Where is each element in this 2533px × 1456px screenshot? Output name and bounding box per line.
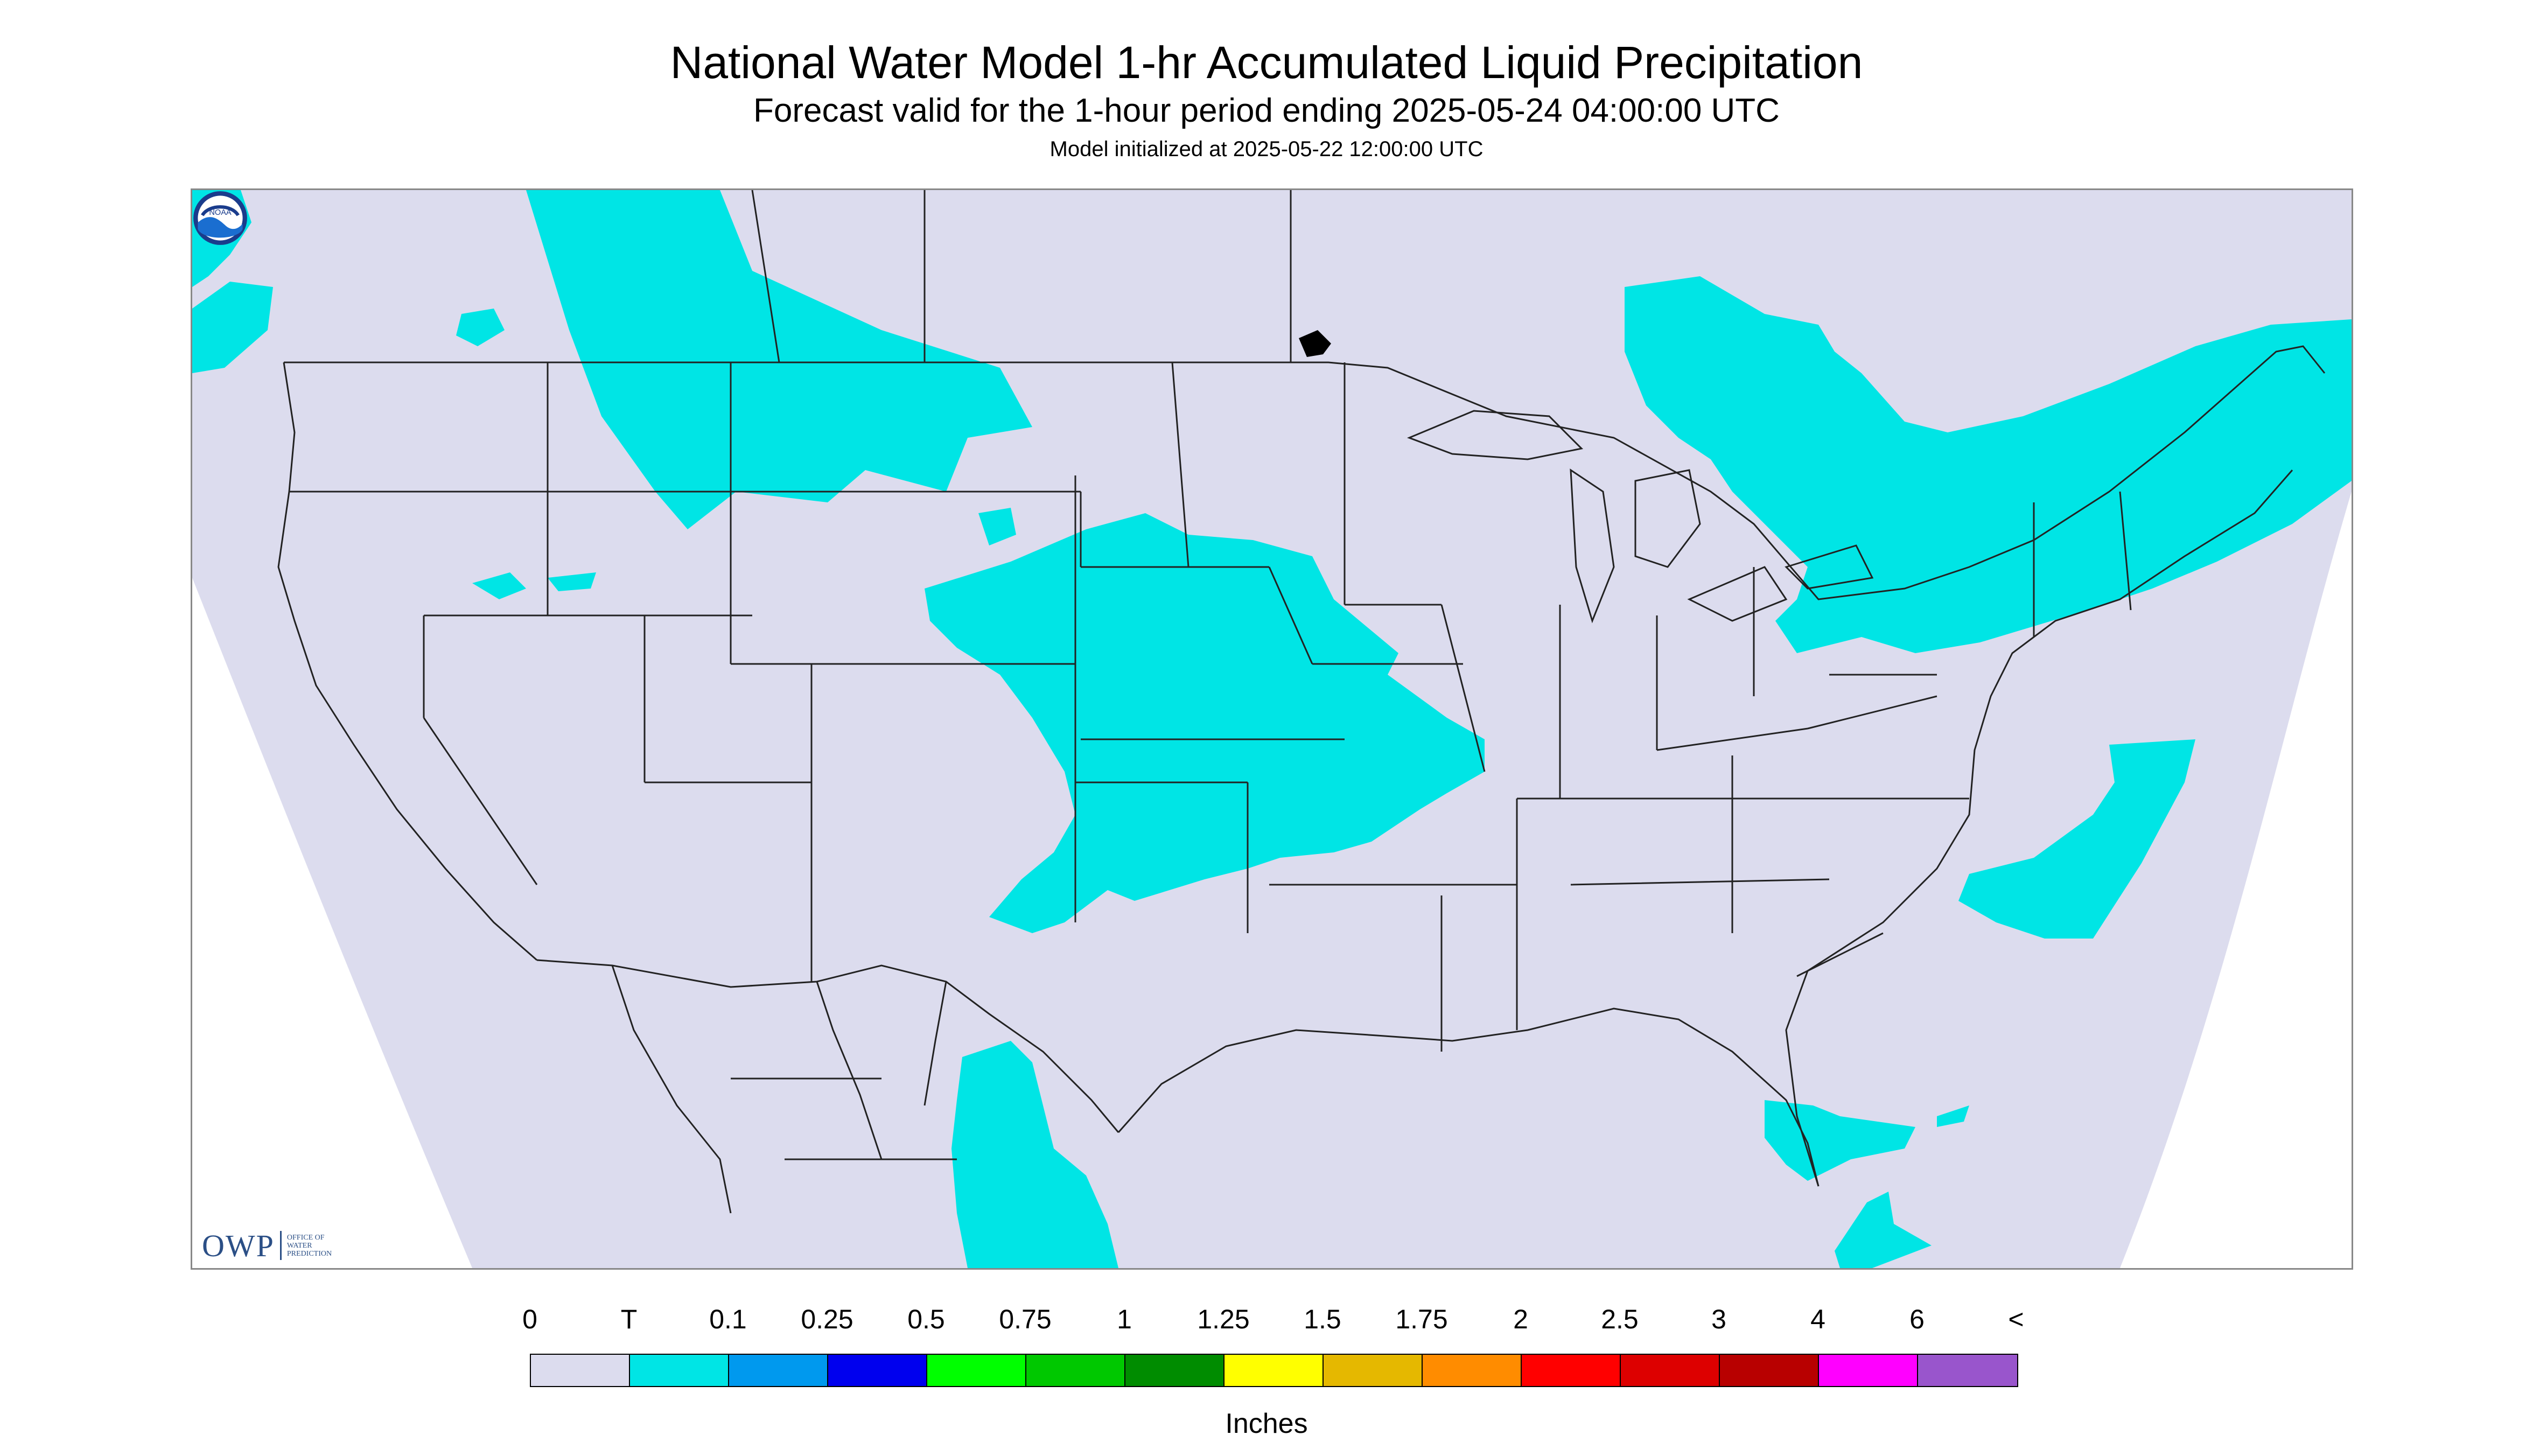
- precip-ontario-dots: [978, 508, 1016, 545]
- model-init-text: Model initialized at 2025-05-22 12:00:00…: [1049, 137, 1484, 161]
- colorbar-swatch: [1720, 1355, 1819, 1386]
- colorbar-labels: 0 T 0.1 0.25 0.5 0.75 1 1.25 1.5 1.75 2 2.5 3 4 6 <: [0, 1303, 2533, 1341]
- colorbar-swatch: [828, 1355, 927, 1386]
- precip-mexico: [951, 1041, 1118, 1268]
- colorbar-swatch: [927, 1355, 1026, 1386]
- colorbar-tick-label: 0.25: [801, 1304, 853, 1334]
- us-mexico-border: [536, 959, 1119, 1133]
- colorbar-swatch: [1819, 1355, 1918, 1386]
- colorbar-swatch: [1918, 1355, 2017, 1386]
- owp-logo: OWP Office of Water Prediction: [202, 1228, 332, 1263]
- colorbar-tick-label: 1.5: [1304, 1304, 1341, 1334]
- colorbar-tick-label: 6: [1909, 1304, 1925, 1334]
- map-canvas: [192, 190, 2352, 1268]
- colorbar-swatch: [1522, 1355, 1621, 1386]
- gulf-coast: [1117, 1007, 1820, 1187]
- chart-title: National Water Model 1-hr Accumulated Li…: [670, 37, 1863, 88]
- colorbar-swatch: [1324, 1355, 1423, 1386]
- owp-logo-subtext: Office of Water Prediction: [287, 1234, 332, 1258]
- colorbar-tick-label: 3: [1711, 1304, 1726, 1334]
- noaa-logo: NOAA: [193, 191, 247, 245]
- colorbar-tick-label: 0: [522, 1304, 537, 1334]
- colorbar-swatch: [630, 1355, 729, 1386]
- political-borders: [277, 190, 2326, 1214]
- colorbar-tick-label: 2.5: [1601, 1304, 1639, 1334]
- colorbar-swatch: [729, 1355, 828, 1386]
- colorbar-tick-label: 1.75: [1395, 1304, 1448, 1334]
- colorbar: [530, 1354, 2018, 1387]
- owp-logo-text: OWP: [202, 1228, 275, 1263]
- colorbar-swatch: [1224, 1355, 1324, 1386]
- east-coast: [1785, 470, 2293, 1187]
- state-lines-west: [289, 362, 1269, 982]
- colorbar-swatch: [1621, 1355, 1720, 1386]
- precip-atlantic-offshore: [1958, 739, 2195, 939]
- colorbar-swatch: [1125, 1355, 1224, 1386]
- colorbar-tick-label: 4: [1810, 1304, 1825, 1334]
- precip-alberta-dots: [456, 309, 505, 346]
- lake-of-the-woods: [1299, 330, 1331, 357]
- precip-ne-canada-lakes: [1625, 276, 2352, 653]
- colorbar-tick-label: 1: [1117, 1304, 1132, 1334]
- precip-caribbean-bits: [1835, 1105, 1969, 1268]
- colorbar-tick-label: T: [620, 1304, 638, 1334]
- owp-sub-line-1: Office of: [286, 1233, 325, 1242]
- colorbar-swatch: [531, 1355, 630, 1386]
- precipitation-map: OWP Office of Water Prediction NOAA: [191, 188, 2353, 1270]
- colorbar-tick-label: 1.25: [1197, 1304, 1250, 1334]
- colorbar-tick-label: 2: [1513, 1304, 1528, 1334]
- colorbar-units: Inches: [1225, 1408, 1308, 1439]
- owp-logo-divider: [279, 1231, 282, 1260]
- precip-florida: [1765, 1100, 1915, 1181]
- state-lines-east: [1440, 491, 2132, 1052]
- colorbar-swatch: [1423, 1355, 1522, 1386]
- precip-bc-coast: [192, 282, 273, 373]
- precip-idaho-dots: [472, 572, 596, 599]
- noaa-logo-text: NOAA: [209, 208, 232, 217]
- forecast-valid-text: Forecast valid for the 1-hour period end…: [753, 92, 1780, 129]
- colorbar-swatch: [1026, 1355, 1125, 1386]
- colorbar-tick-label: 0.5: [907, 1304, 945, 1334]
- mexico-lines: [611, 965, 957, 1214]
- precip-plains: [925, 513, 1485, 933]
- owp-sub-line-2: Water: [286, 1241, 312, 1250]
- colorbar-tick-label: <: [2008, 1304, 2024, 1334]
- west-coast: [277, 362, 537, 961]
- great-lakes: [1407, 410, 1874, 624]
- state-lines-central: [751, 190, 1517, 933]
- colorbar-tick-label: 0.1: [709, 1304, 747, 1334]
- us-canada-border: [284, 345, 2326, 600]
- owp-sub-line-3: Prediction: [286, 1249, 332, 1258]
- colorbar-tick-label: 0.75: [999, 1304, 1052, 1334]
